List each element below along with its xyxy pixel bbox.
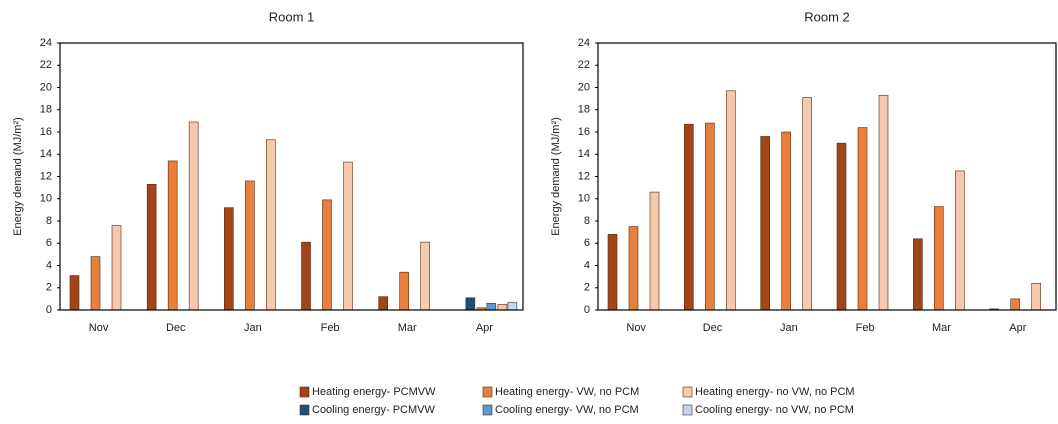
legend-label: Cooling energy- VW, no PCM xyxy=(495,404,639,416)
bar xyxy=(322,199,332,311)
legend-label: Cooling energy- no VW, no PCM xyxy=(695,404,854,416)
y-tick-label: 12 xyxy=(40,170,52,182)
bar xyxy=(90,256,101,311)
y-tick-label: 10 xyxy=(40,193,52,205)
bar xyxy=(934,206,944,311)
legend-label: Heating energy- VW, no PCM xyxy=(495,386,639,398)
bar xyxy=(836,142,847,311)
y-tick-label: 2 xyxy=(46,282,52,294)
y-tick-label: 0 xyxy=(46,304,52,316)
x-tick-label: Mar xyxy=(932,322,951,334)
y-tick-label: 2 xyxy=(584,282,590,294)
bar xyxy=(399,271,409,311)
y-tick-label: 22 xyxy=(578,59,590,71)
x-tick-label: Mar xyxy=(398,322,417,334)
bar xyxy=(111,225,122,311)
y-tick-label: 16 xyxy=(578,126,590,138)
y-tick-label: 18 xyxy=(578,104,590,116)
y-tick-label: 24 xyxy=(40,37,52,49)
x-tick-label: Jan xyxy=(244,322,262,334)
bar xyxy=(69,275,80,311)
bar xyxy=(167,160,178,311)
y-tick-label: 6 xyxy=(584,237,590,249)
y-tick-label: 24 xyxy=(578,37,590,49)
y-tick-label: 16 xyxy=(40,126,52,138)
chart-title: Room 2 xyxy=(804,9,850,24)
y-tick-label: 8 xyxy=(584,215,590,227)
y-tick-label: 20 xyxy=(40,81,52,93)
x-tick-label: Feb xyxy=(321,322,340,334)
x-tick-label: Apr xyxy=(1009,322,1026,334)
legend-swatch xyxy=(299,386,310,398)
bar xyxy=(705,122,715,311)
bar xyxy=(857,127,868,311)
y-tick-label: 8 xyxy=(46,215,52,227)
bar xyxy=(684,123,694,311)
bar xyxy=(420,241,430,311)
legend-label: Heating energy- no VW, no PCM xyxy=(695,386,855,398)
bar xyxy=(188,121,199,311)
bar xyxy=(266,139,276,311)
legend-swatch xyxy=(682,404,693,416)
legend-swatch xyxy=(682,386,693,398)
bar xyxy=(726,90,736,311)
x-tick-label: Nov xyxy=(626,322,646,334)
bar xyxy=(224,207,234,311)
bar xyxy=(343,161,353,311)
bar xyxy=(465,297,476,311)
chart-title: Room 1 xyxy=(269,9,315,24)
legend-swatch xyxy=(482,386,493,398)
bar xyxy=(245,180,255,311)
bar xyxy=(802,97,812,311)
legend-label: Cooling energy- PCMVW xyxy=(312,404,435,416)
bar xyxy=(378,296,388,311)
y-tick-label: 10 xyxy=(578,193,590,205)
y-tick-label: 22 xyxy=(40,59,52,71)
bar xyxy=(1031,282,1041,311)
y-tick-label: 14 xyxy=(40,148,52,160)
y-tick-label: 14 xyxy=(578,148,590,160)
y-tick-label: 18 xyxy=(40,104,52,116)
plot-frame xyxy=(597,42,1057,311)
legend-label: Heating energy- PCMVW xyxy=(312,386,436,398)
bar xyxy=(607,234,618,311)
y-axis-label: Energy demand (MJ/m²) xyxy=(550,117,562,236)
y-tick-label: 6 xyxy=(46,237,52,249)
bar xyxy=(781,131,791,311)
bar xyxy=(486,303,497,311)
y-tick-label: 0 xyxy=(584,304,590,316)
bar xyxy=(628,226,639,311)
bar xyxy=(955,170,965,311)
x-tick-label: Dec xyxy=(703,322,723,334)
bar xyxy=(649,191,660,311)
bar xyxy=(146,183,157,311)
x-tick-label: Jan xyxy=(780,322,798,334)
y-tick-label: 12 xyxy=(578,170,590,182)
bar xyxy=(878,94,889,311)
legend-swatch xyxy=(482,404,493,416)
y-axis-label: Energy demand (MJ/m²) xyxy=(12,117,24,236)
bar xyxy=(1010,298,1020,311)
y-tick-label: 4 xyxy=(46,259,52,271)
x-tick-label: Apr xyxy=(476,322,493,334)
y-tick-label: 4 xyxy=(584,259,590,271)
bar xyxy=(913,238,923,311)
bar xyxy=(760,136,770,311)
bar xyxy=(497,304,508,311)
bar xyxy=(301,241,311,311)
y-tick-label: 20 xyxy=(578,81,590,93)
x-tick-label: Nov xyxy=(89,322,109,334)
x-tick-label: Dec xyxy=(166,322,186,334)
bar xyxy=(507,301,518,311)
legend-swatch xyxy=(299,404,310,416)
x-tick-label: Feb xyxy=(856,322,875,334)
plot-frame xyxy=(59,42,524,311)
